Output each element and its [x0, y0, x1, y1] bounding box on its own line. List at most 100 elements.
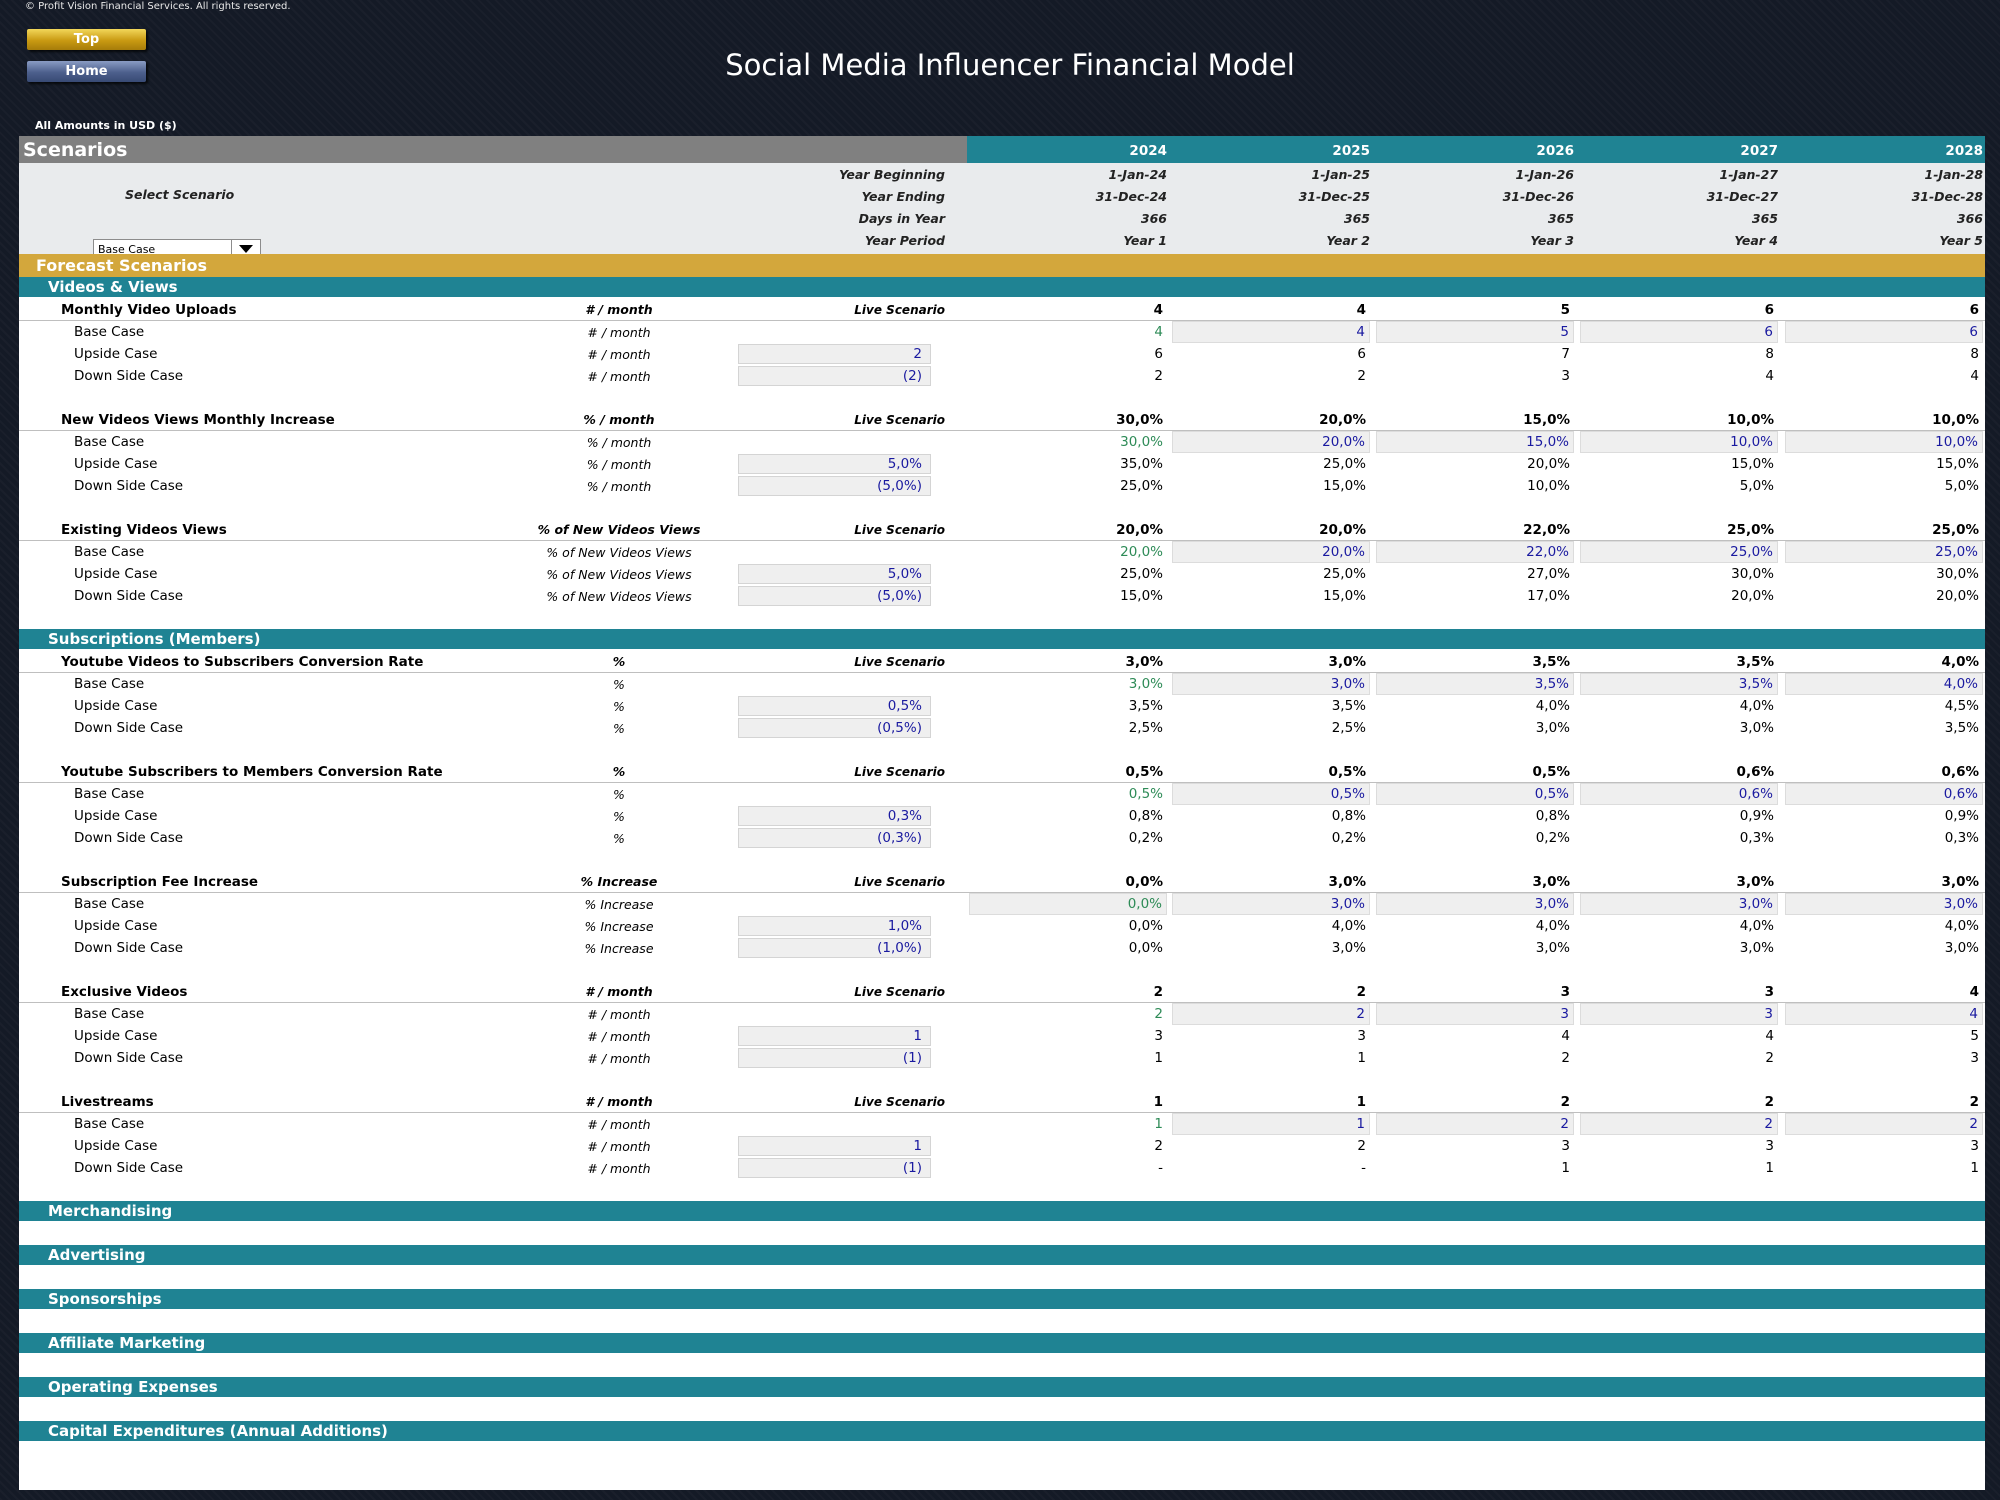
base-case-input[interactable]: 4,0% [1785, 673, 1983, 695]
base-case-input[interactable]: 2 [1785, 1113, 1983, 1135]
live-value: 3,5% [1736, 653, 1774, 670]
base-case-input: 0,5% [1128, 786, 1163, 802]
down-adjustment-input[interactable]: (2) [738, 366, 931, 386]
down-adjustment-input[interactable]: (0,3%) [738, 828, 931, 848]
base-case-input[interactable]: 3,0% [1172, 673, 1370, 695]
base-case-input[interactable]: 0,6% [1785, 783, 1983, 805]
year-info-block: Select Scenario Base Case Year Beginning… [19, 163, 1985, 259]
base-case-input[interactable]: 2 [1172, 1003, 1370, 1025]
live-value: 4 [1969, 983, 1979, 1000]
case-label: Down Side Case [74, 368, 184, 384]
collapsed-section-header[interactable]: Sponsorships [19, 1289, 1985, 1309]
year-info-value: Year 3 [1530, 232, 1574, 248]
base-case-input[interactable]: 2 [1580, 1113, 1778, 1135]
down-adjustment-input[interactable]: (5,0%) [738, 476, 931, 496]
base-case-input[interactable]: 0,6% [1580, 783, 1778, 805]
metric-unit: % Increase [584, 918, 654, 934]
upside-adjustment-input[interactable]: 5,0% [738, 454, 931, 474]
collapsed-section-header[interactable]: Merchandising [19, 1201, 1985, 1221]
upside-adjustment-input[interactable]: 2 [738, 344, 931, 364]
base-case-input[interactable]: 4 [1785, 1003, 1983, 1025]
year-info-value: 366 [1140, 210, 1167, 226]
base-case-input[interactable]: 10,0% [1580, 431, 1778, 453]
year-info-value: 1-Jan-24 [1108, 166, 1167, 182]
down-side-value: 2 [1765, 1050, 1774, 1066]
base-case-input[interactable]: 5 [1376, 321, 1574, 343]
base-case-input[interactable]: 4 [1172, 321, 1370, 343]
base-case-input[interactable]: 25,0% [1785, 541, 1983, 563]
down-adjustment-input[interactable]: (1) [738, 1158, 931, 1178]
section-header[interactable]: Subscriptions (Members) [19, 629, 1985, 649]
live-value: 3,0% [1328, 653, 1366, 670]
base-case-input[interactable]: 3,0% [1172, 893, 1370, 915]
metric-name: Subscription Fee Increase [61, 873, 259, 890]
collapsed-section-header[interactable]: Operating Expenses [19, 1377, 1985, 1397]
down-side-value: 20,0% [1731, 588, 1774, 604]
upside-adjustment-input[interactable]: 0,5% [738, 696, 931, 716]
metric-unit: # / month [587, 1138, 651, 1154]
base-case-input[interactable]: 3,0% [1580, 893, 1778, 915]
base-case-input[interactable]: 1 [1172, 1113, 1370, 1135]
down-adjustment-input[interactable]: (1,0%) [738, 938, 931, 958]
base-case-input[interactable]: 3,5% [1376, 673, 1574, 695]
case-label: Down Side Case [74, 478, 184, 494]
section-title: Capital Expenditures (Annual Additions) [48, 1422, 388, 1440]
upside-adjustment-input[interactable]: 0,3% [738, 806, 931, 826]
base-case-input: 0,0% [969, 893, 1167, 915]
upside-case-row: Upside Case # / month 2 6 6 7 8 8 [19, 343, 1985, 365]
year-header-2027: 2027 [1740, 142, 1778, 159]
down-adjustment-input[interactable]: (5,0%) [738, 586, 931, 606]
copyright-text: © Profit Vision Financial Services. All … [25, 1, 291, 12]
collapsed-section-header[interactable]: Affiliate Marketing [19, 1333, 1985, 1353]
base-case-input[interactable]: 10,0% [1785, 431, 1983, 453]
year-info-value: 1-Jan-28 [1924, 166, 1983, 182]
down-adjustment-input[interactable]: (1) [738, 1048, 931, 1068]
upside-value: 25,0% [1120, 566, 1163, 582]
live-value: 0,6% [1941, 763, 1979, 780]
down-side-case-row: Down Side Case # / month (2) 2 2 3 4 4 [19, 365, 1985, 387]
base-case-input[interactable]: 3,5% [1580, 673, 1778, 695]
metric-unit: % [613, 808, 625, 824]
base-case-input[interactable]: 0,5% [1172, 783, 1370, 805]
upside-adjustment-input[interactable]: 1,0% [738, 916, 931, 936]
base-case-input[interactable]: 22,0% [1376, 541, 1574, 563]
collapsed-section-header[interactable]: Advertising [19, 1245, 1985, 1265]
case-label: Down Side Case [74, 588, 184, 604]
top-button[interactable]: Top [27, 29, 146, 50]
base-case-input[interactable]: 2 [1376, 1113, 1574, 1135]
metric-unit: % of New Videos Views [546, 566, 692, 582]
live-value: 2 [1356, 983, 1366, 1000]
upside-adjustment-input[interactable]: 1 [738, 1136, 931, 1156]
base-case-input[interactable]: 3,0% [1785, 893, 1983, 915]
chevron-down-icon[interactable] [231, 240, 260, 258]
case-label: Upside Case [74, 808, 158, 824]
base-case-input[interactable]: 6 [1580, 321, 1778, 343]
metric-unit: % [612, 654, 626, 669]
section-header[interactable]: Videos & Views [19, 277, 1985, 297]
base-case-input[interactable]: 20,0% [1172, 541, 1370, 563]
upside-adjustment-input[interactable]: 5,0% [738, 564, 931, 584]
home-button[interactable]: Home [27, 61, 146, 82]
base-case-input[interactable]: 25,0% [1580, 541, 1778, 563]
case-label: Base Case [74, 1116, 145, 1132]
base-case-input[interactable]: 15,0% [1376, 431, 1574, 453]
collapsed-section-header[interactable]: Capital Expenditures (Annual Additions) [19, 1421, 1985, 1441]
down-adjustment-input[interactable]: (0,5%) [738, 718, 931, 738]
base-case-input[interactable]: 6 [1785, 321, 1983, 343]
base-case-input[interactable]: 3 [1580, 1003, 1778, 1025]
base-case-input[interactable]: 20,0% [1172, 431, 1370, 453]
base-case-row: Base Case% Increase 0,0% 3,0% 3,0% 3,0% 3,0% [19, 893, 1985, 915]
down-side-value: 0,2% [1331, 830, 1366, 846]
metric-live-row: Youtube Subscribers to Members Conversio… [19, 761, 1985, 783]
base-case-input[interactable]: 3,0% [1376, 893, 1574, 915]
year-info-value: 31-Dec-28 [1911, 188, 1983, 204]
upside-value: 3 [1357, 1028, 1366, 1044]
base-case-input[interactable]: 0,5% [1376, 783, 1574, 805]
upside-value: 35,0% [1120, 456, 1163, 472]
base-case-input: 4 [1154, 324, 1163, 340]
base-case-input[interactable]: 3 [1376, 1003, 1574, 1025]
upside-adjustment-input[interactable]: 1 [738, 1026, 931, 1046]
base-case-row: Base Case # / month 4 4 5 6 6 [19, 321, 1985, 343]
live-value: 3 [1764, 983, 1774, 1000]
metric-unit: % Increase [584, 896, 654, 912]
